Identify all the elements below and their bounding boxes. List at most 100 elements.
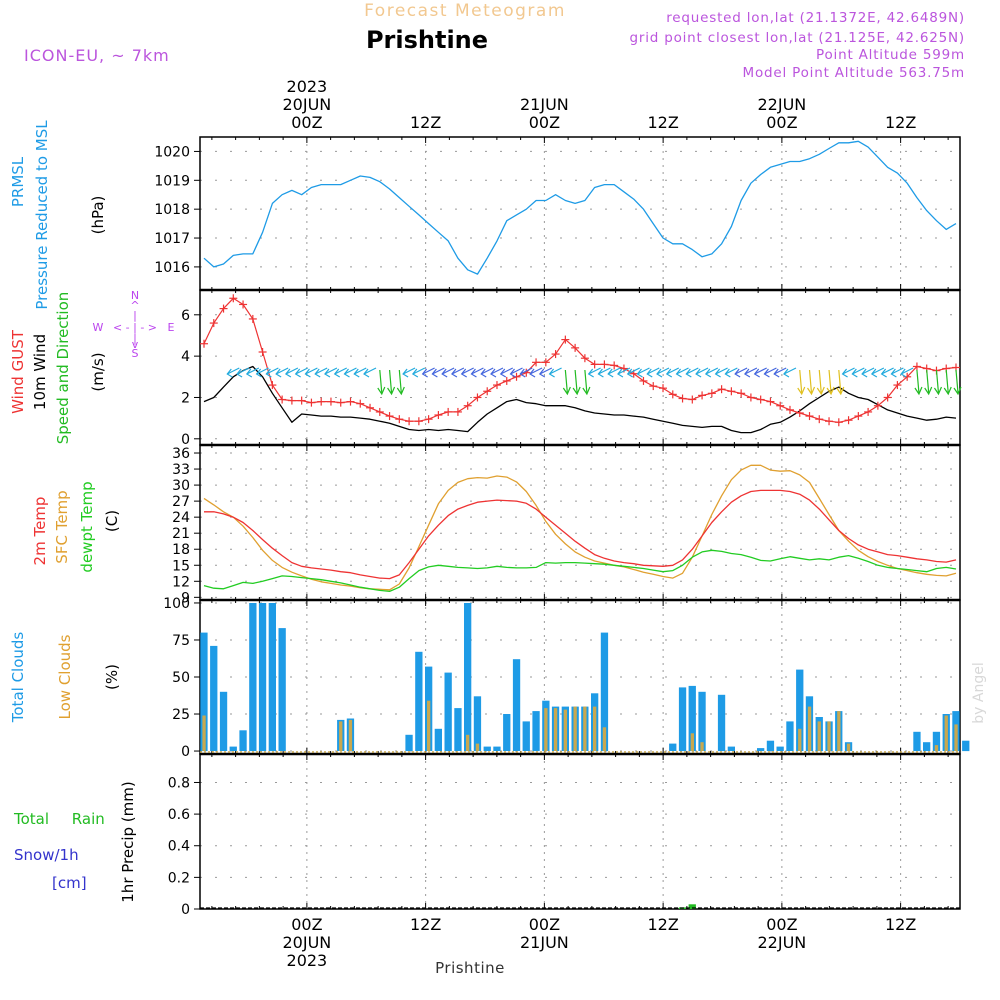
pressure-label-prmsl: PRMSL xyxy=(9,156,27,207)
point-altitude: Point Altitude 599m xyxy=(816,47,965,63)
gust-marker xyxy=(326,397,335,406)
total-cloud-bar xyxy=(444,672,452,752)
y-tick-label: 1020 xyxy=(154,144,190,160)
gust-marker xyxy=(268,381,277,390)
wind-direction-arrow xyxy=(734,367,748,378)
precip-label-snow: Snow/1h xyxy=(14,846,79,864)
y-tick-label: 30 xyxy=(172,478,190,494)
gust-marker xyxy=(317,397,326,406)
wind-direction-arrow xyxy=(363,367,377,378)
wind-label-direction: Speed and Direction xyxy=(54,292,72,445)
bottom-time-label: 12Z xyxy=(885,915,916,934)
gust-marker xyxy=(209,319,218,328)
top-time-label: 20JUN xyxy=(282,95,331,114)
gust-marker xyxy=(219,304,228,313)
total-cloud-bar xyxy=(493,746,501,751)
wind-direction-arrow xyxy=(861,367,875,378)
gust-marker xyxy=(405,417,414,426)
total-cloud-bar xyxy=(454,708,462,751)
wind-direction-arrow xyxy=(226,367,240,378)
gust-marker xyxy=(610,361,619,370)
y-tick-label: 25 xyxy=(172,707,190,723)
gust-marker xyxy=(727,387,736,396)
footer-location: Prishtine xyxy=(435,959,505,977)
low-cloud-bar xyxy=(593,706,597,751)
wind-direction-arrow xyxy=(826,369,835,396)
total-cloud-bar xyxy=(405,734,413,752)
gust-marker xyxy=(356,399,365,408)
wind-direction-arrow xyxy=(695,367,709,378)
gust-marker xyxy=(873,401,882,410)
rain-bar xyxy=(688,904,696,909)
wind-label-10m: 10m Wind xyxy=(31,334,49,410)
low-cloud-bar xyxy=(690,733,694,752)
wind-direction-arrow xyxy=(490,367,504,378)
wind-direction-arrow xyxy=(924,369,933,396)
gust-marker xyxy=(444,407,453,416)
gust-marker xyxy=(785,405,794,414)
total-cloud-bar xyxy=(532,711,540,752)
gust-marker xyxy=(414,417,423,426)
wind-direction-arrow xyxy=(914,369,923,396)
panel-frame xyxy=(199,289,961,446)
total-cloud-bar xyxy=(757,748,765,752)
gust-marker xyxy=(590,360,599,369)
wind-direction-arrow xyxy=(529,367,543,378)
top-time-label: 12Z xyxy=(647,113,678,132)
bottom-time-label: 12Z xyxy=(410,915,441,934)
gust-marker xyxy=(395,415,404,424)
precip-unit: 1hr Precip (mm) xyxy=(119,781,137,902)
y-tick-label: 1016 xyxy=(154,260,190,276)
clouds-label-low: Low Clouds xyxy=(56,634,74,719)
low-cloud-bar xyxy=(202,715,206,751)
panels: 1016101710181019102002469121518212427303… xyxy=(154,136,970,918)
wind-direction-arrow xyxy=(597,367,611,378)
wind-direction-arrow xyxy=(304,367,318,378)
wind-direction-arrow xyxy=(396,369,405,396)
wind-direction-arrow xyxy=(245,367,260,378)
y-tick-label: 0.8 xyxy=(168,775,190,791)
low-cloud-bar xyxy=(817,721,821,751)
gust-marker xyxy=(854,412,863,421)
gust-marker xyxy=(805,412,814,421)
wind-direction-arrow xyxy=(714,367,728,378)
panel-precip: 0 0.2 0.4 0.6 0.8 xyxy=(168,753,961,918)
wind-direction-arrow xyxy=(880,367,894,378)
wind-direction-arrow xyxy=(816,369,825,396)
gust-marker xyxy=(688,395,697,404)
gust-marker xyxy=(307,398,316,407)
wind-direction-arrow xyxy=(607,367,621,378)
low-cloud-bar xyxy=(339,721,343,751)
y-tick-label: 15 xyxy=(172,558,190,574)
wind10m-line xyxy=(203,365,957,434)
y-tick-label: 12 xyxy=(172,574,190,590)
y-tick-label: 1017 xyxy=(154,231,190,247)
panel-pressure: 1016 1017 1018 1019 1020 xyxy=(154,136,961,291)
bottom-time-label: 22JUN xyxy=(757,933,806,952)
wind-direction-arrow xyxy=(626,367,640,378)
gust-marker xyxy=(541,358,550,367)
wind-direction-arrow xyxy=(953,369,962,396)
y-tick-label: 0.2 xyxy=(168,870,190,886)
wind-direction-arrow xyxy=(333,367,347,378)
pressure-unit: (hPa) xyxy=(89,196,107,235)
precip-label-rain: Total Rain xyxy=(13,810,105,828)
total-cloud-bar xyxy=(600,632,609,752)
total-cloud-bar xyxy=(258,603,267,752)
total-cloud-bar xyxy=(210,645,218,751)
low-cloud-bar xyxy=(348,719,353,751)
wind-direction-arrow xyxy=(841,367,855,378)
total-cloud-bar xyxy=(473,696,482,752)
gust-marker xyxy=(893,381,902,390)
gust-marker xyxy=(278,395,287,404)
wind-direction-arrow xyxy=(773,367,787,378)
temp-label-sfc: SFC Temp xyxy=(53,490,71,563)
wind-direction-arrow xyxy=(441,367,455,378)
total-cloud-bar xyxy=(249,603,257,752)
low-cloud-bar xyxy=(934,745,939,751)
total-cloud-bar xyxy=(219,691,228,751)
wind-direction-arrow xyxy=(656,367,670,378)
